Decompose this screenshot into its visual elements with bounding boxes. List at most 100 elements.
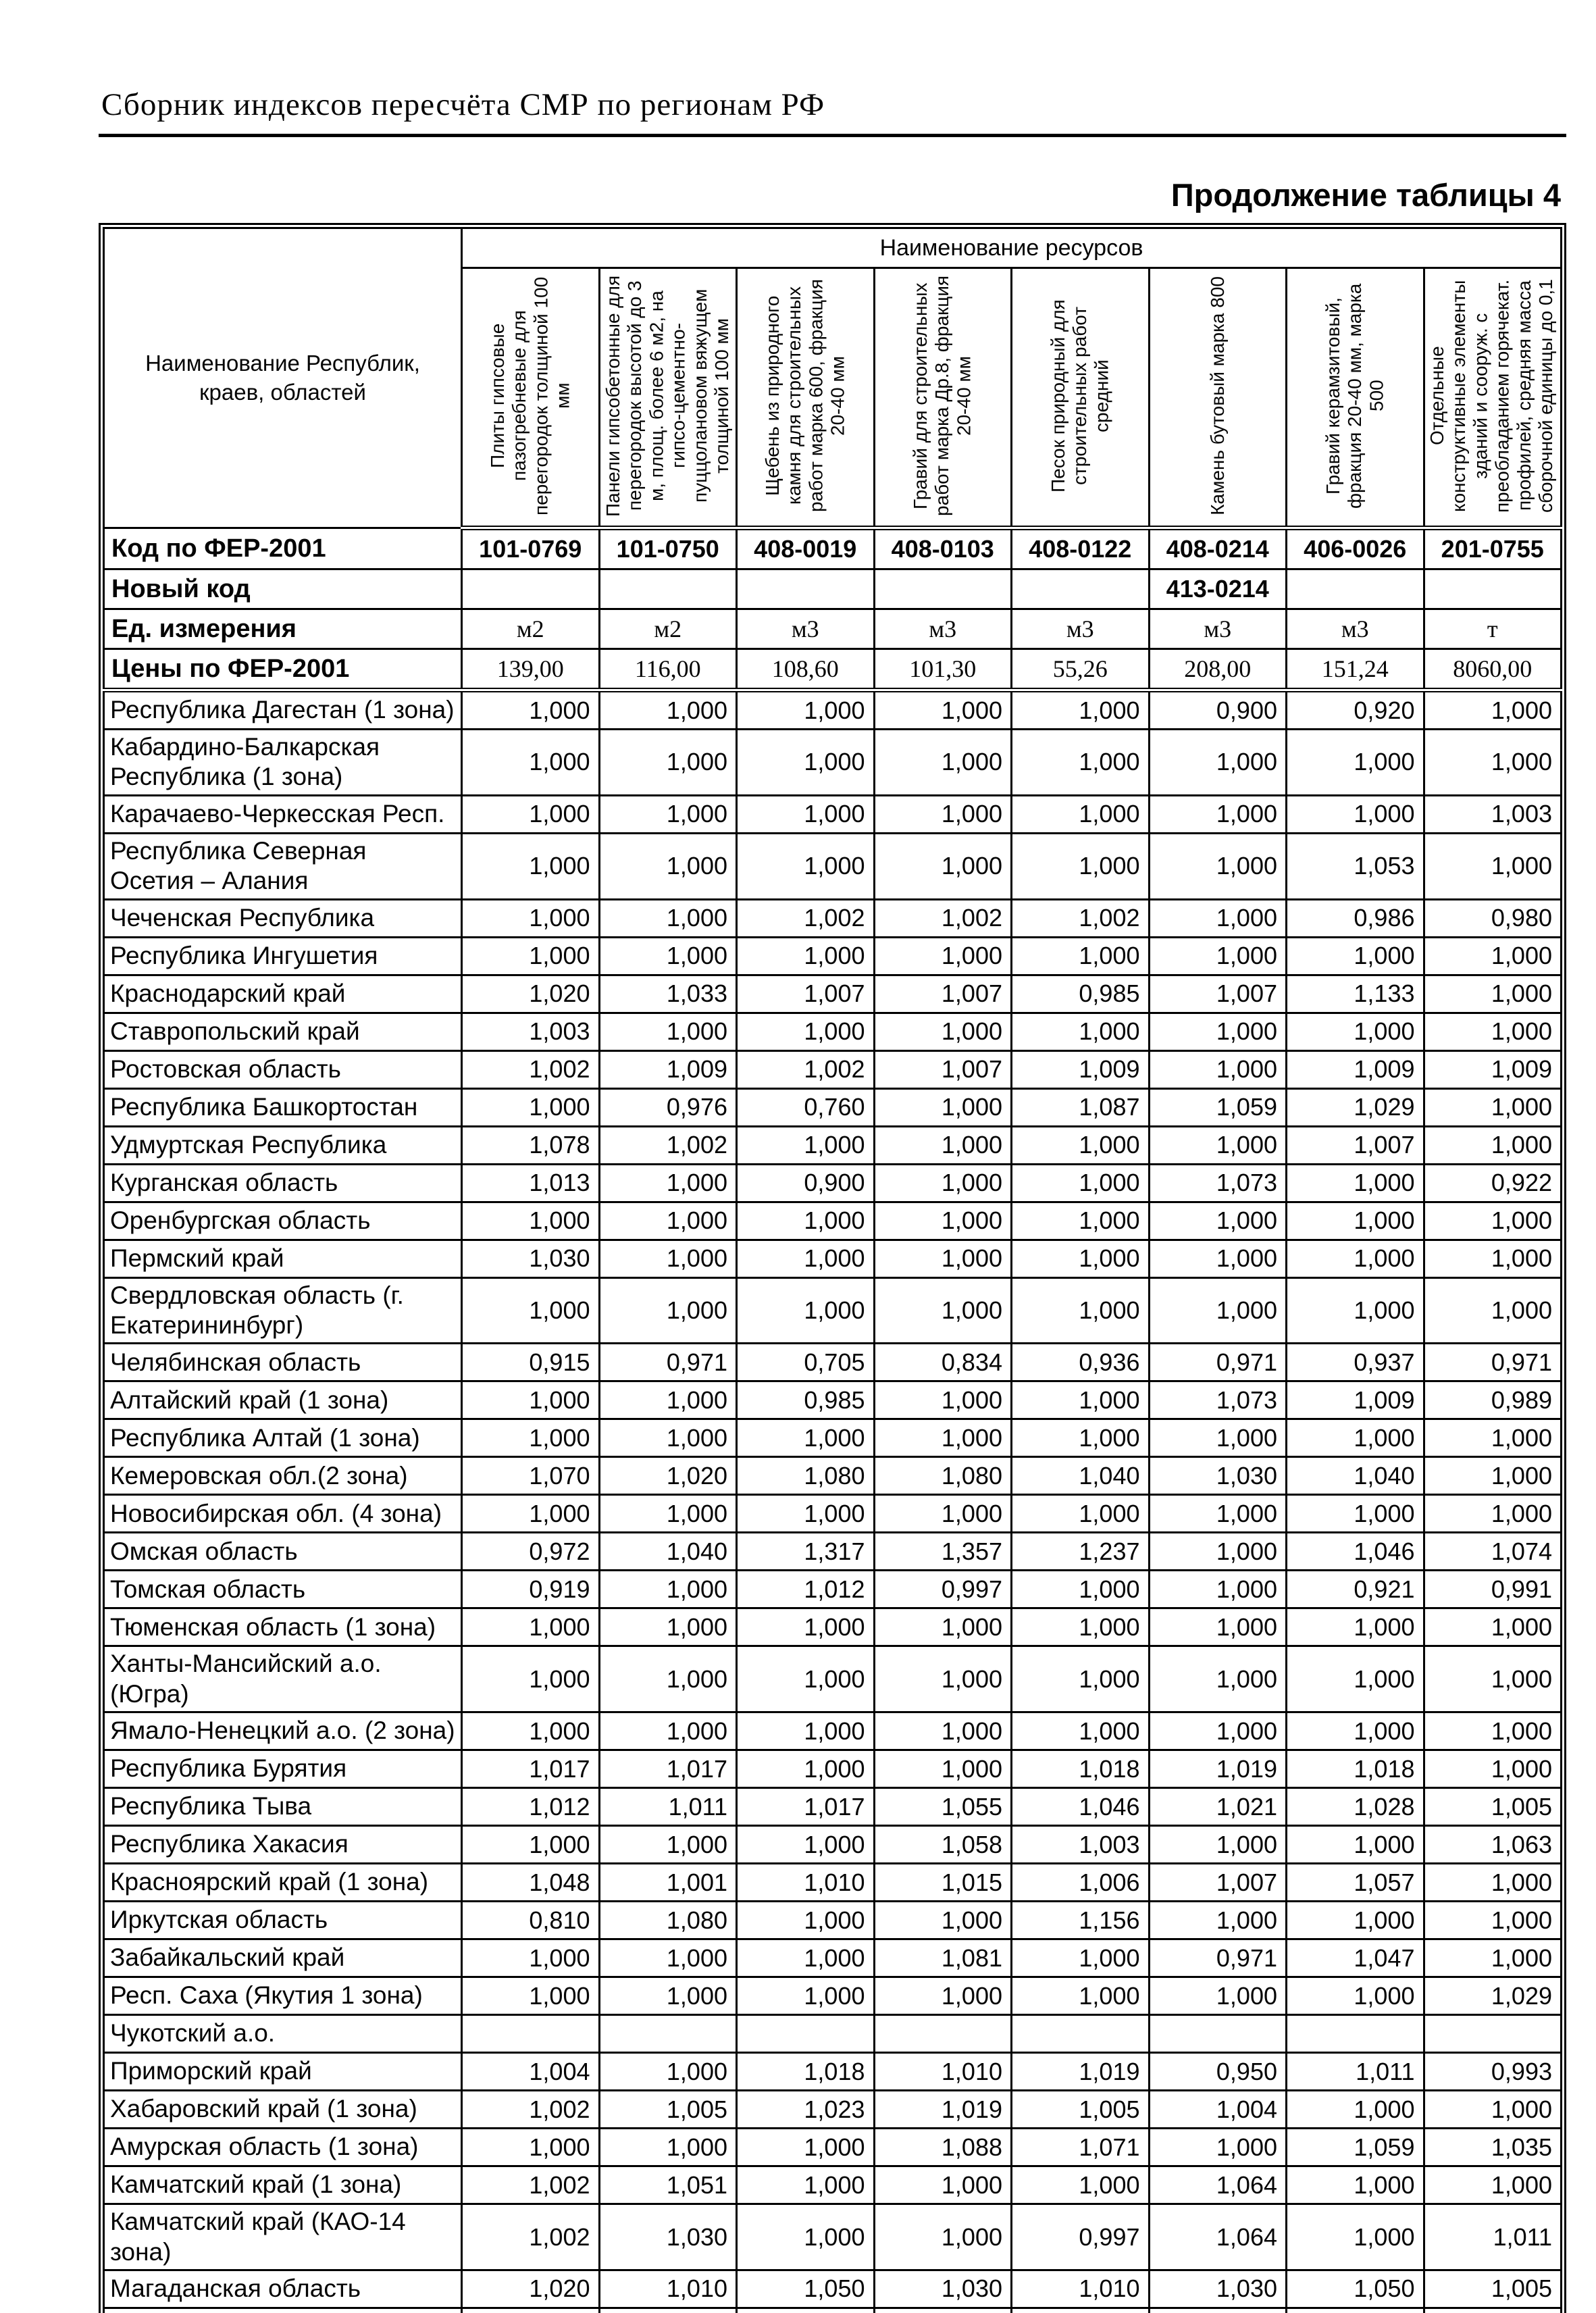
index-value-cell: 1,007	[873, 1049, 1012, 1090]
index-value-cell: 1,000	[1422, 1607, 1562, 1648]
index-value-cell: 1,000	[736, 728, 875, 796]
index-value-cell: 1,000	[461, 794, 600, 834]
table-row: Республика Ингушетия 1,000 1,000 1,000 1,000…	[103, 936, 1562, 976]
region-name-cell: Чукотский а.о.	[103, 2014, 463, 2054]
table-row: Республика Башкортостан 1,000 0,976 0,760 1,…	[103, 1087, 1562, 1127]
index-value-cell: 0,971	[598, 1342, 738, 1383]
index-value-cell: 1,080	[598, 1900, 738, 1941]
index-value-cell: 1,000	[598, 1569, 738, 1610]
index-value-cell: 1,000	[1285, 1494, 1425, 1534]
table-row: Омская область 0,972 1,040 1,317 1,357 1,237 1…	[103, 1531, 1562, 1572]
index-value-cell: 1,000	[598, 2052, 738, 2092]
index-value-cell: 1,003	[1010, 1825, 1150, 1865]
index-value-cell: 1,000	[873, 1011, 1012, 1052]
index-value-cell: 1,000	[1010, 1163, 1150, 1203]
index-value-cell: 0,915	[461, 1342, 600, 1383]
index-value-cell: 1,000	[1285, 794, 1425, 834]
unit-cell: м2	[461, 608, 600, 650]
index-value-cell: 1,074	[1422, 1531, 1562, 1572]
index-value-cell: 1,000	[1422, 1456, 1562, 1496]
index-value-cell: 1,000	[1285, 1825, 1425, 1865]
index-value-cell: 1,000	[461, 1976, 600, 2016]
index-value-cell: 1,021	[1148, 1787, 1287, 1827]
index-value-cell: 0,985	[1010, 973, 1150, 1014]
index-value-cell: 1,000	[736, 1125, 875, 1165]
index-value-cell: 1,000	[873, 1200, 1012, 1241]
index-value-cell: 1,006	[1285, 2306, 1425, 2313]
price-cell: 116,00	[598, 648, 738, 692]
index-value-cell: 1,000	[736, 1938, 875, 1979]
index-value-cell: 1,001	[598, 1862, 738, 1903]
index-value-cell: 1,000	[1285, 1011, 1425, 1052]
index-value-cell: 1,000	[873, 1607, 1012, 1648]
index-value-cell: 1,000	[1148, 794, 1287, 834]
index-value-cell: 1,000	[736, 1238, 875, 1279]
resource-column-header-text: Песок природный для строительных работ с…	[1047, 299, 1112, 492]
index-value-cell: 1,000	[1422, 1494, 1562, 1534]
index-value-cell: 0,980	[1422, 898, 1562, 938]
index-value-cell: 1,000	[598, 1011, 738, 1052]
table-row: Тюменская область (1 зона) 1,000 1,000 1,00…	[103, 1607, 1562, 1648]
table-row: Челябинская область 0,915 0,971 0,705 0,834 0…	[103, 1342, 1562, 1383]
table-row: Ростовская область 1,002 1,009 1,002 1,007 1,…	[103, 1049, 1562, 1090]
table-caption: Продолжение таблицы 4	[1170, 177, 1561, 213]
region-name-cell: Республика Тыва	[103, 1787, 463, 1827]
index-value-cell: 0,997	[1010, 2203, 1150, 2271]
table-row: Алтайский край (1 зона) 1,000 1,000 0,985 1,…	[103, 1380, 1562, 1421]
index-value-cell: 1,018	[1285, 1749, 1425, 1789]
index-value-cell: 1,078	[461, 1125, 600, 1165]
index-value-cell: 1,073	[1148, 1380, 1287, 1421]
index-value-cell: 1,000	[1148, 1711, 1287, 1752]
index-value-cell: 1,000	[1010, 1276, 1150, 1345]
resource-column-header: Песок природный для строительных работ с…	[1010, 267, 1150, 530]
resource-column-header: Панели гипсобетонные для перегородок выс…	[598, 267, 738, 530]
index-value-cell: 1,019	[1010, 2052, 1150, 2092]
index-value-cell	[461, 2014, 600, 2054]
table-row: Амурская область (1 зона) 1,000 1,000 1,000…	[103, 2127, 1562, 2168]
index-value-cell: 1,014	[736, 2306, 875, 2313]
index-value-cell: 1,000	[736, 1976, 875, 2016]
index-value-cell: 1,000	[736, 794, 875, 834]
price-cell: 101,30	[873, 648, 1012, 692]
region-name-cell: Республика Башкортостан	[103, 1087, 463, 1127]
table-row: Ямало-Ненецкий а.о. (2 зона) 1,000 1,000 1,…	[103, 1711, 1562, 1752]
index-value-cell: 0,971	[1148, 1938, 1287, 1979]
index-value-cell: 1,059	[1148, 1087, 1287, 1127]
index-value-cell: 1,000	[1010, 1607, 1150, 1648]
index-value-cell: 1,040	[1010, 1456, 1150, 1496]
new-code-cell	[1285, 568, 1425, 610]
index-value-cell: 1,030	[461, 1238, 600, 1279]
fer-code-cell: 406-0026	[1285, 527, 1425, 570]
index-value-cell: 1,000	[1285, 728, 1425, 796]
index-value-cell: 1,030	[598, 2203, 738, 2271]
index-value-cell: 1,002	[1010, 898, 1150, 938]
index-value-cell: 1,000	[1285, 936, 1425, 976]
meta-row: Цены по ФЕР-2001 139,00 116,00 108,60 101,30…	[103, 648, 1562, 692]
meta-row-label: Код по ФЕР-2001	[103, 527, 463, 570]
index-value-cell: 1,000	[1010, 1494, 1150, 1534]
index-value-cell: 1,000	[598, 794, 738, 834]
index-value-cell: 1,000	[1148, 1238, 1287, 1279]
index-value-cell: 1,000	[598, 1711, 738, 1752]
index-value-cell: 0,950	[1148, 2052, 1287, 2092]
index-value-cell: 1,000	[1285, 2203, 1425, 2271]
index-value-cell: 1,000	[736, 1494, 875, 1534]
index-value-cell: 0,919	[461, 1569, 600, 1610]
index-value-cell: 1,000	[1010, 832, 1150, 900]
index-value-cell: 1,000	[598, 1380, 738, 1421]
region-name-cell: Республика Северная Осетия – Алания	[103, 832, 463, 900]
index-value-cell: 1,029	[1422, 1976, 1562, 2016]
table-row: Чукотский а.о.	[103, 2014, 1562, 2054]
index-value-cell: 1,000	[1148, 1900, 1287, 1941]
index-value-cell: 1,000	[598, 1418, 738, 1458]
table-row: Республика Бурятия 1,017 1,017 1,000 1,000 1,…	[103, 1749, 1562, 1789]
index-value-cell: 1,050	[736, 2268, 875, 2309]
index-value-cell: 1,000	[1422, 1900, 1562, 1941]
index-value-cell: 1,000	[1148, 1011, 1287, 1052]
index-value-cell: 0,993	[1422, 2052, 1562, 2092]
index-value-cell: 1,000	[1422, 1238, 1562, 1279]
index-value-cell: 1,012	[461, 1787, 600, 1827]
index-value-cell: 1,000	[1285, 1645, 1425, 1714]
resource-column-header-text: Щебень из природного камня для строитель…	[761, 279, 848, 512]
